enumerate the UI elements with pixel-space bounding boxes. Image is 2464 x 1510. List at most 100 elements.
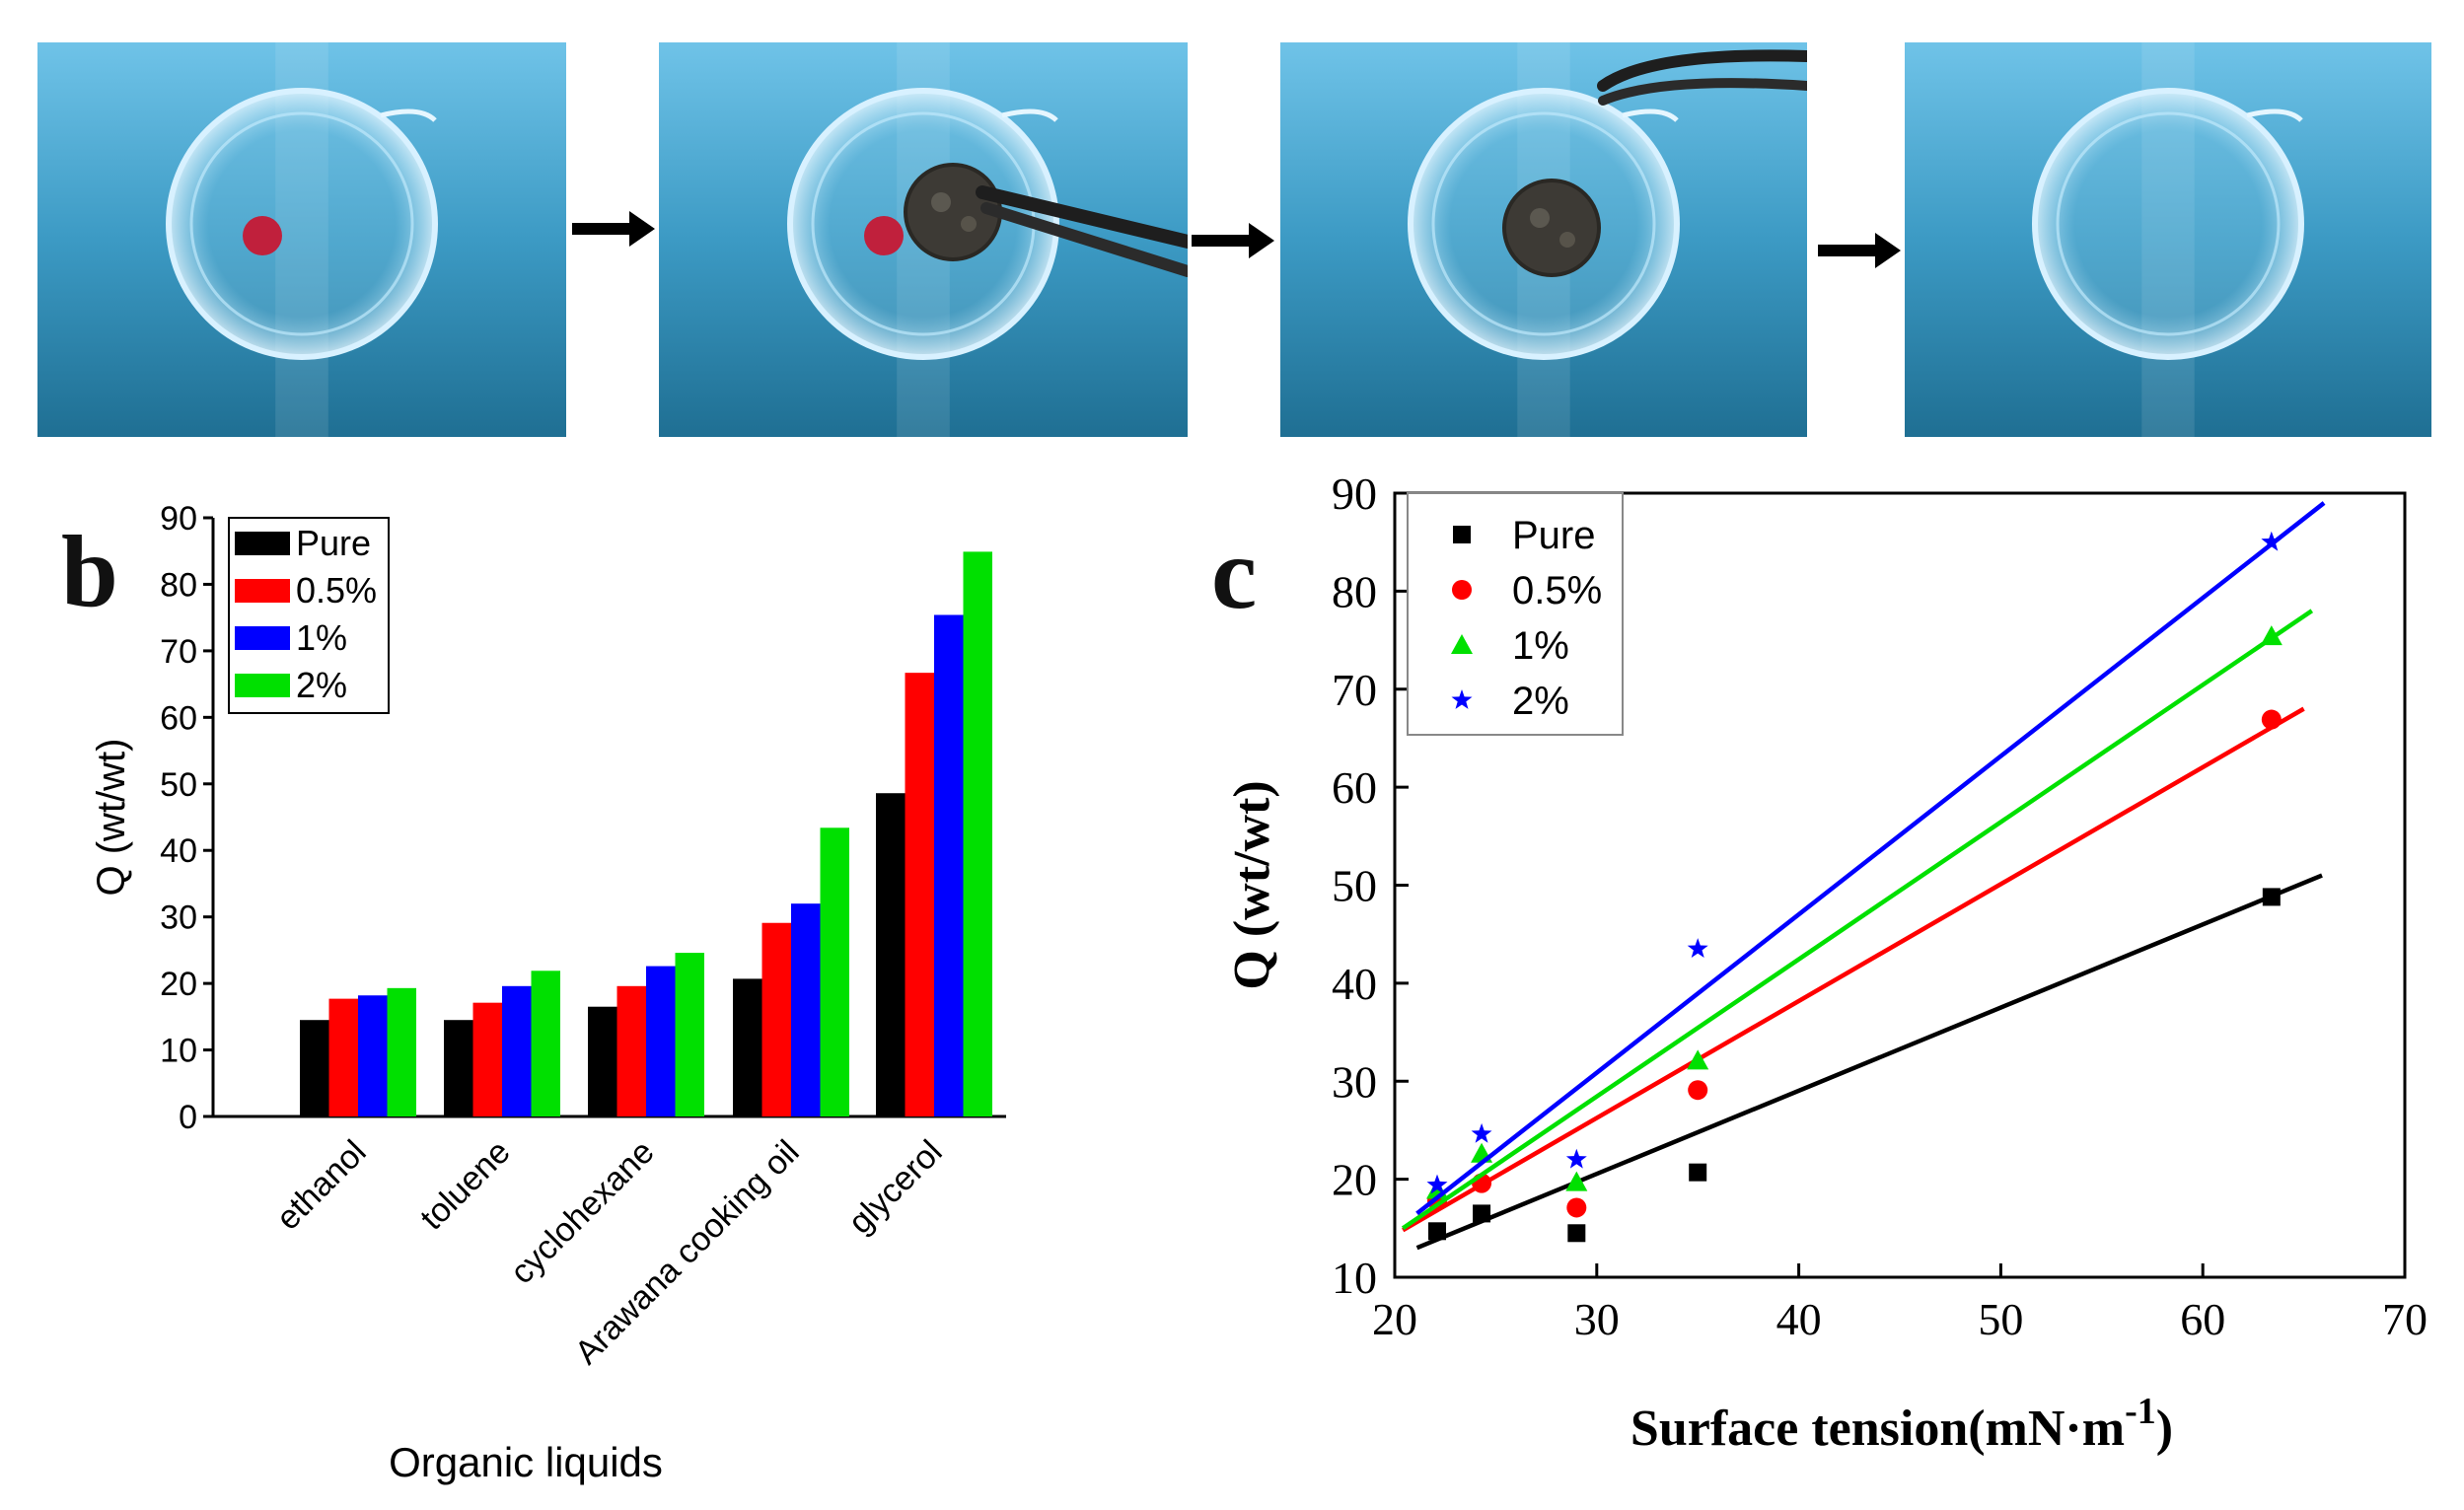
y-tick-label: 20 xyxy=(1332,1155,1377,1205)
fit-line-1% xyxy=(1401,609,2314,1231)
panel-label-c: c xyxy=(1211,517,1258,630)
y-tick-label: 10 xyxy=(1332,1253,1377,1303)
arrow-icon xyxy=(1192,223,1274,258)
glass-dish xyxy=(166,88,438,360)
dish-spout xyxy=(380,108,437,122)
point-1% xyxy=(1565,1171,1588,1191)
y-tick-label: 90 xyxy=(1332,468,1377,519)
legend-label: 2% xyxy=(296,665,347,705)
sponge-texture xyxy=(961,216,977,232)
bar-0.5% xyxy=(905,673,934,1116)
legend-marker xyxy=(1451,634,1473,654)
x-axis-title: Organic liquids xyxy=(389,1439,663,1485)
point-1% xyxy=(2260,625,2283,646)
legend-swatch xyxy=(235,626,290,650)
legend-marker xyxy=(1451,689,1473,709)
legend-label: 0.5% xyxy=(1512,569,1602,612)
photo-canvas xyxy=(1280,42,1807,437)
legend-marker xyxy=(1452,580,1472,600)
bar-Pure xyxy=(876,793,906,1116)
bar-Pure xyxy=(588,1006,617,1116)
y-tick-label: 30 xyxy=(160,899,197,937)
x-tick-label: 40 xyxy=(1776,1294,1822,1344)
y-tick-label: 20 xyxy=(160,966,197,1003)
point-2% xyxy=(1471,1122,1492,1143)
fit-line-Pure xyxy=(1415,873,2323,1251)
bar-0.5% xyxy=(328,998,358,1116)
tweezers xyxy=(1597,49,1807,92)
x-tick-label: 30 xyxy=(1574,1294,1620,1344)
y-axis-title: Q (wt/wt) xyxy=(90,739,133,897)
fit-line-0.5% xyxy=(1402,706,2305,1233)
legend-swatch xyxy=(235,532,290,555)
photo-canvas xyxy=(1905,42,2431,437)
bar-0.5% xyxy=(616,985,646,1116)
point-Pure xyxy=(1473,1204,1491,1223)
point-0.5% xyxy=(2261,709,2282,730)
x-tick-label: 50 xyxy=(1978,1294,2023,1344)
dish-inner-rim xyxy=(2056,111,2281,336)
panel-label-b: b xyxy=(61,515,118,628)
y-tick-label: 80 xyxy=(160,566,197,604)
point-Pure xyxy=(2262,888,2281,906)
bar-Pure xyxy=(300,1020,329,1116)
y-tick-label: 40 xyxy=(160,832,197,870)
x-tick-label: 20 xyxy=(1372,1294,1417,1344)
bar-2% xyxy=(387,987,416,1116)
y-tick-label: 30 xyxy=(1332,1056,1377,1107)
red-droplet xyxy=(243,216,282,255)
sponge-texture xyxy=(1530,208,1550,228)
sponge-texture xyxy=(1559,232,1575,248)
bar-1% xyxy=(358,995,388,1116)
point-2% xyxy=(1565,1148,1587,1169)
legend-label: 1% xyxy=(296,617,347,658)
tweezers xyxy=(976,185,1188,249)
legend-swatch xyxy=(235,674,290,697)
point-0.5% xyxy=(1688,1080,1708,1101)
y-axis-title: Q (wt/wt) xyxy=(1224,780,1280,989)
dish-spout xyxy=(1622,108,1679,122)
bar-0.5% xyxy=(761,922,791,1116)
point-2% xyxy=(2261,531,2283,551)
y-tick-label: 70 xyxy=(1332,665,1377,715)
x-tick-label: 60 xyxy=(2180,1294,2225,1344)
y-tick-label: 60 xyxy=(160,699,197,737)
photo-canvas xyxy=(37,42,566,437)
legend-label: Pure xyxy=(296,523,371,563)
red-droplet xyxy=(864,216,904,255)
point-2% xyxy=(1426,1174,1448,1194)
photo-step-1 xyxy=(37,42,566,437)
point-1% xyxy=(1687,1049,1709,1070)
tweezers xyxy=(1598,78,1807,106)
bar-2% xyxy=(531,971,560,1116)
photo-step-4 xyxy=(1905,42,2431,437)
bar-1% xyxy=(934,614,964,1116)
y-tick-label: 70 xyxy=(160,633,197,671)
arrow-icon xyxy=(1818,233,1901,268)
bar-2% xyxy=(963,551,992,1116)
photo-canvas xyxy=(659,42,1188,437)
x-tick-label: 70 xyxy=(2382,1294,2428,1344)
bar-1% xyxy=(502,985,532,1116)
bar-2% xyxy=(675,953,704,1116)
point-Pure xyxy=(1567,1224,1586,1243)
y-tick-label: 50 xyxy=(1332,861,1377,911)
legend-label: Pure xyxy=(1512,514,1596,557)
dish-inner-rim xyxy=(1431,111,1656,336)
y-tick-label: 40 xyxy=(1332,959,1377,1009)
photo-step-3 xyxy=(1280,42,1807,437)
y-tick-label: 80 xyxy=(1332,566,1377,616)
legend-swatch xyxy=(235,579,290,603)
bar-Pure xyxy=(733,978,762,1116)
dish-spout xyxy=(2246,108,2303,122)
legend-label: 0.5% xyxy=(296,570,377,611)
point-2% xyxy=(1687,938,1708,958)
y-tick-label: 90 xyxy=(160,500,197,538)
bar-0.5% xyxy=(472,1002,502,1116)
arrow-icon xyxy=(572,211,655,247)
legend-label: 1% xyxy=(1512,624,1569,668)
y-tick-label: 0 xyxy=(179,1099,197,1136)
